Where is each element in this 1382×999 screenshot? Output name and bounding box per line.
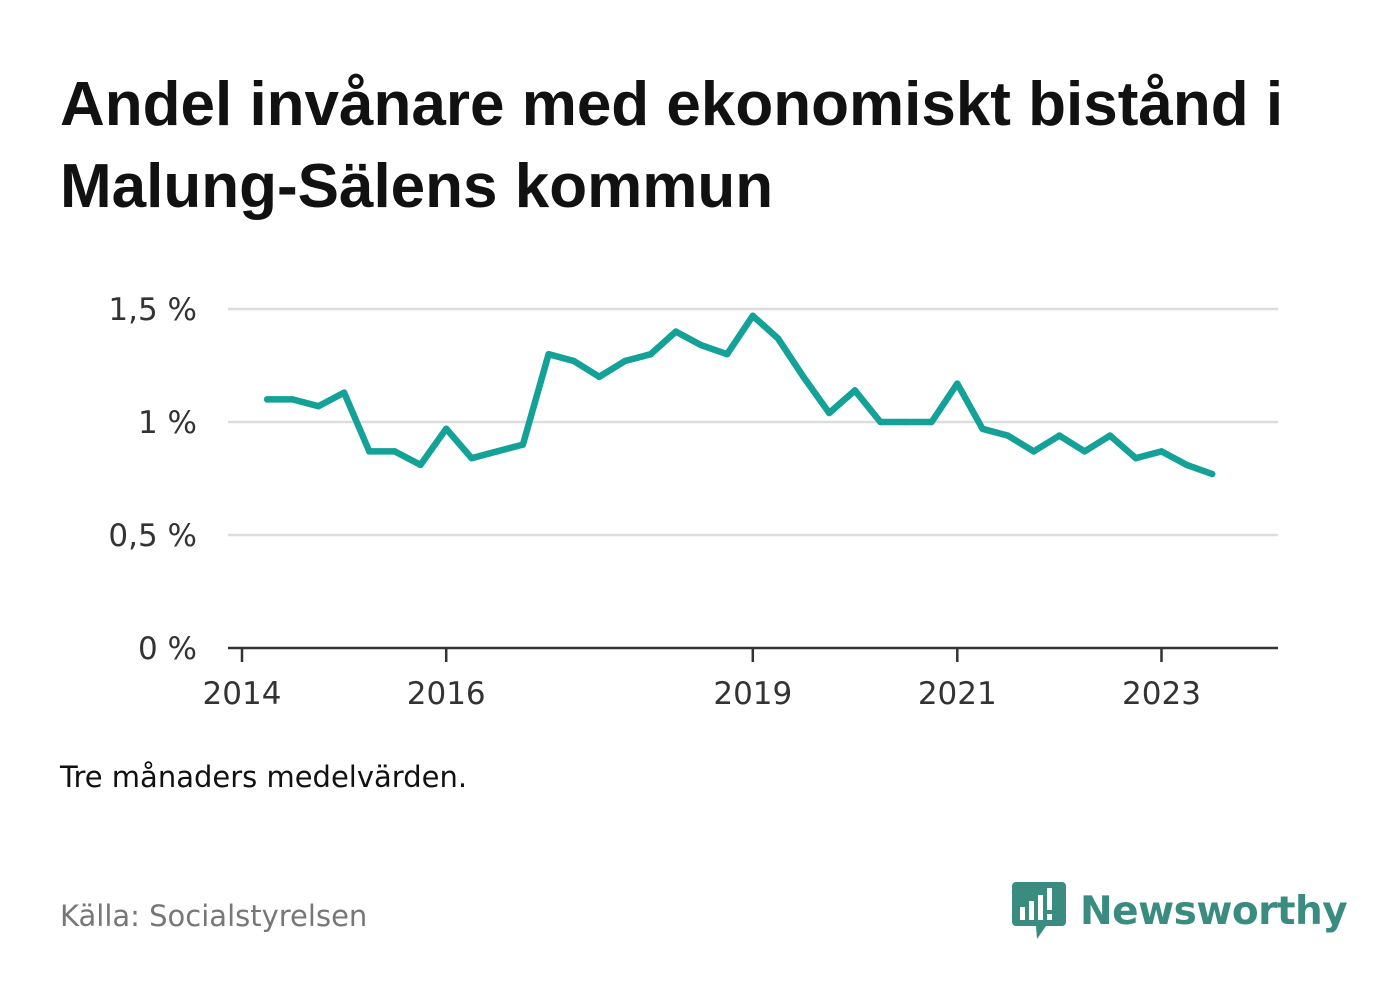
- source-text: Källa: Socialstyrelsen: [60, 899, 368, 933]
- data-point: [877, 418, 884, 426]
- data-point: [672, 328, 680, 335]
- data-point: [443, 425, 450, 432]
- data-point: [391, 448, 398, 455]
- data-point: [979, 425, 986, 432]
- x-tick-label: 2014: [203, 676, 282, 712]
- logo-text: Newsworthy: [1080, 888, 1348, 934]
- x-axis-ticks: 2014 2016 2019 2021 2023: [203, 648, 1201, 712]
- data-point: [1056, 432, 1063, 439]
- data-point: [468, 454, 475, 462]
- y-tick-label: 0,5 %: [108, 518, 197, 554]
- data-point: [1208, 470, 1216, 478]
- data-point: [928, 418, 935, 426]
- data-point: [621, 357, 629, 365]
- data-point: [570, 357, 577, 365]
- data-point: [774, 335, 782, 342]
- data-point: [1030, 448, 1037, 455]
- data-point: [1183, 461, 1190, 469]
- newsworthy-logo[interactable]: Newsworthy: [1010, 879, 1348, 943]
- data-point: [545, 351, 552, 358]
- series-group: [263, 312, 1216, 478]
- data-point: [1081, 448, 1088, 455]
- data-point: [647, 351, 654, 358]
- newsworthy-bar-chart-icon: [1012, 882, 1066, 939]
- data-point: [851, 387, 859, 394]
- data-point: [800, 373, 807, 380]
- data-point: [825, 409, 833, 417]
- x-tick-label: 2019: [713, 676, 792, 712]
- y-tick-label: 1 %: [138, 405, 197, 441]
- data-point: [1132, 454, 1139, 462]
- x-tick-label: 2021: [918, 676, 997, 712]
- data-point: [1158, 448, 1165, 455]
- data-point: [698, 341, 705, 349]
- data-point: [417, 461, 424, 469]
- data-point: [519, 441, 527, 448]
- y-tick-label: 1,5 %: [108, 292, 197, 328]
- data-point: [749, 312, 757, 319]
- y-tick-label: 0 %: [138, 631, 197, 667]
- grid-lines: [228, 307, 1278, 537]
- data-point: [1004, 432, 1012, 439]
- data-point: [902, 418, 910, 426]
- series-line: [263, 312, 1216, 478]
- data-point: [596, 373, 603, 380]
- chart-title: Andel invånare med ekonomiskt bistånd i …: [60, 70, 1284, 221]
- y-axis-ticks: 0 % 0,5 % 1 % 1,5 %: [108, 292, 197, 667]
- data-point: [340, 389, 348, 396]
- data-point: [366, 448, 373, 455]
- data-point: [289, 396, 296, 403]
- data-point: [1106, 432, 1114, 439]
- chart-note: Tre månaders medelvärden.: [60, 760, 468, 794]
- x-tick-label: 2023: [1122, 676, 1201, 712]
- data-point: [954, 380, 961, 387]
- data-point: [493, 448, 501, 455]
- data-point: [315, 402, 322, 410]
- data-point: [723, 351, 731, 358]
- x-tick-label: 2016: [407, 676, 486, 712]
- data-point: [263, 396, 271, 403]
